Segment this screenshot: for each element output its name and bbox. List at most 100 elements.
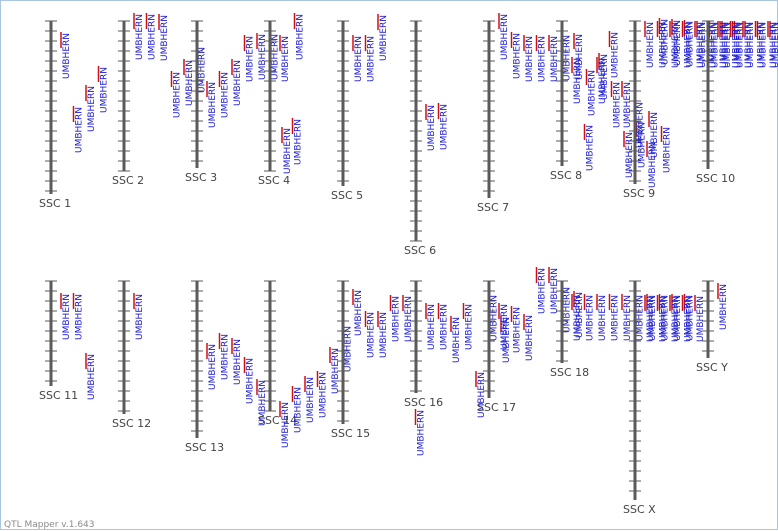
qtl-label[interactable]: UMBHERN xyxy=(538,36,548,82)
qtl-label[interactable]: UMBHERN xyxy=(319,372,329,418)
qtl-label[interactable]: UMBHERN xyxy=(258,34,268,80)
qtl-label[interactable]: UMBHERN xyxy=(736,22,746,68)
qtl-label[interactable]: UMBHERN xyxy=(87,354,97,400)
qtl-label[interactable]: UMBHERN xyxy=(148,14,158,60)
qtl-label[interactable]: UMBHERN xyxy=(379,15,389,61)
qtl-label[interactable]: UMBHERN xyxy=(538,268,548,314)
qtl-label[interactable]: UMBHERN xyxy=(646,296,656,342)
qtl-label[interactable]: UMBHERN xyxy=(296,14,306,60)
qtl-label[interactable]: UMBHERN xyxy=(648,142,658,188)
qtl-label[interactable]: UMBHERN xyxy=(661,295,671,341)
qtl-label[interactable]: UMBHERN xyxy=(673,20,683,66)
qtl-label[interactable]: UMBHERN xyxy=(586,295,596,341)
qtl-label[interactable]: UMBHERN xyxy=(563,35,573,81)
qtl-label[interactable]: UMBHERN xyxy=(671,296,681,342)
qtl-label[interactable]: UMBHERN xyxy=(160,15,170,61)
qtl-label[interactable]: UMBHERN xyxy=(344,326,354,372)
qtl-label[interactable]: UMBHERN xyxy=(62,294,72,340)
qtl-label[interactable]: UMBHERN xyxy=(135,14,145,60)
qtl-label[interactable]: UMBHERN xyxy=(575,34,585,80)
qtl-label[interactable]: UMBHERN xyxy=(671,22,681,68)
qtl-label[interactable]: UMBHERN xyxy=(686,295,696,341)
qtl-label[interactable]: UMBHERN xyxy=(744,22,754,68)
qtl-label[interactable]: UMBHERN xyxy=(513,307,523,353)
qtl-label[interactable]: UMBHERN xyxy=(586,125,596,171)
qtl-label[interactable]: UMBHERN xyxy=(709,22,719,68)
qtl-label[interactable]: UMBHERN xyxy=(500,304,510,350)
qtl-label[interactable]: UMBHERN xyxy=(440,304,450,350)
qtl-label[interactable]: UMBHERN xyxy=(711,22,721,68)
qtl-label[interactable]: UMBHERN xyxy=(611,32,621,78)
qtl-label[interactable]: UMBHERN xyxy=(87,86,97,132)
qtl-label[interactable]: UMBHERN xyxy=(75,294,85,340)
chromosome-ssc-6[interactable]: SSC 6 UMBHERN UMBHERN xyxy=(404,20,450,257)
qtl-label[interactable]: UMBHERN xyxy=(769,22,778,68)
qtl-label[interactable]: UMBHERN xyxy=(294,119,304,165)
qtl-label[interactable]: UMBHERN xyxy=(598,58,608,104)
qtl-label[interactable]: UMBHERN xyxy=(465,304,475,350)
qtl-label[interactable]: UMBHERN xyxy=(100,67,110,113)
qtl-label[interactable]: UMBHERN xyxy=(625,132,635,178)
qtl-label[interactable]: UMBHERN xyxy=(636,295,646,341)
qtl-label[interactable]: UMBHERN xyxy=(719,284,729,330)
qtl-label[interactable]: UMBHERN xyxy=(684,296,694,342)
qtl-label[interactable]: UMBHERN xyxy=(746,22,756,68)
qtl-label[interactable]: UMBHERN xyxy=(673,295,683,341)
qtl-label[interactable]: UMBHERN xyxy=(246,36,256,82)
qtl-label[interactable]: UMBHERN xyxy=(427,105,437,151)
qtl-label[interactable]: UMBHERN xyxy=(663,127,673,173)
chromosome-ssc-8[interactable]: SSC 8UMBHERNUMBHERNUMBHERNUMBHERNUMBHERN… xyxy=(550,18,746,188)
qtl-label[interactable]: UMBHERN xyxy=(611,295,621,341)
qtl-label[interactable]: UMBHERN xyxy=(173,72,183,118)
qtl-label[interactable]: UMBHERN xyxy=(648,295,658,341)
qtl-label[interactable]: UMBHERN xyxy=(600,54,610,100)
qtl-label[interactable]: UMBHERN xyxy=(233,60,243,106)
qtl-label[interactable]: UMBHERN xyxy=(698,22,708,68)
qtl-label[interactable]: UMBHERN xyxy=(659,22,669,68)
qtl-label[interactable]: UMBHERN xyxy=(719,22,729,68)
qtl-label[interactable]: UMBHERN xyxy=(354,290,364,336)
qtl-label[interactable]: UMBHERN xyxy=(500,14,510,60)
qtl-label[interactable]: UMBHERN xyxy=(331,348,341,394)
qtl-label[interactable]: UMBHERN xyxy=(613,82,623,128)
qtl-label[interactable]: UMBHERN xyxy=(221,334,231,380)
qtl-label[interactable]: UMBHERN xyxy=(575,292,585,338)
qtl-label[interactable]: UMBHERN xyxy=(281,36,291,82)
qtl-label[interactable]: UMBHERN xyxy=(271,34,281,80)
qtl-label[interactable]: UMBHERN xyxy=(734,22,744,68)
qtl-label[interactable]: UMBHERN xyxy=(757,22,767,68)
qtl-label[interactable]: UMBHERN xyxy=(525,36,535,82)
qtl-label[interactable]: UMBHERN xyxy=(404,296,414,342)
qtl-label[interactable]: UMBHERN xyxy=(221,72,231,118)
chromosome-ssc-y[interactable]: SSC Y UMBHERN xyxy=(696,280,729,374)
qtl-label[interactable]: UMBHERN xyxy=(646,22,656,68)
qtl-label[interactable]: UMBHERN xyxy=(650,112,660,158)
qtl-label[interactable]: UMBHERN xyxy=(513,33,523,79)
qtl-label[interactable]: UMBHERN xyxy=(623,295,633,341)
chromosome-ssc-12[interactable]: SSC 12 UMBHERN xyxy=(112,280,151,430)
qtl-label[interactable]: UMBHERN xyxy=(550,268,560,314)
qtl-label[interactable]: UMBHERN xyxy=(684,22,694,68)
qtl-label[interactable]: UMBHERN xyxy=(62,33,72,79)
qtl-label[interactable]: UMBHERN xyxy=(440,104,450,150)
qtl-label[interactable]: UMBHERN xyxy=(686,21,696,67)
qtl-label[interactable]: UMBHERN xyxy=(283,128,293,174)
qtl-label[interactable]: UMBHERN xyxy=(354,36,364,82)
qtl-label[interactable]: UMBHERN xyxy=(661,19,671,65)
qtl-label[interactable]: UMBHERN xyxy=(573,58,583,104)
qtl-label[interactable]: UMBHERN xyxy=(696,22,706,68)
qtl-label[interactable]: UMBHERN xyxy=(246,358,256,404)
qtl-label[interactable]: UMBHERN xyxy=(525,315,535,361)
